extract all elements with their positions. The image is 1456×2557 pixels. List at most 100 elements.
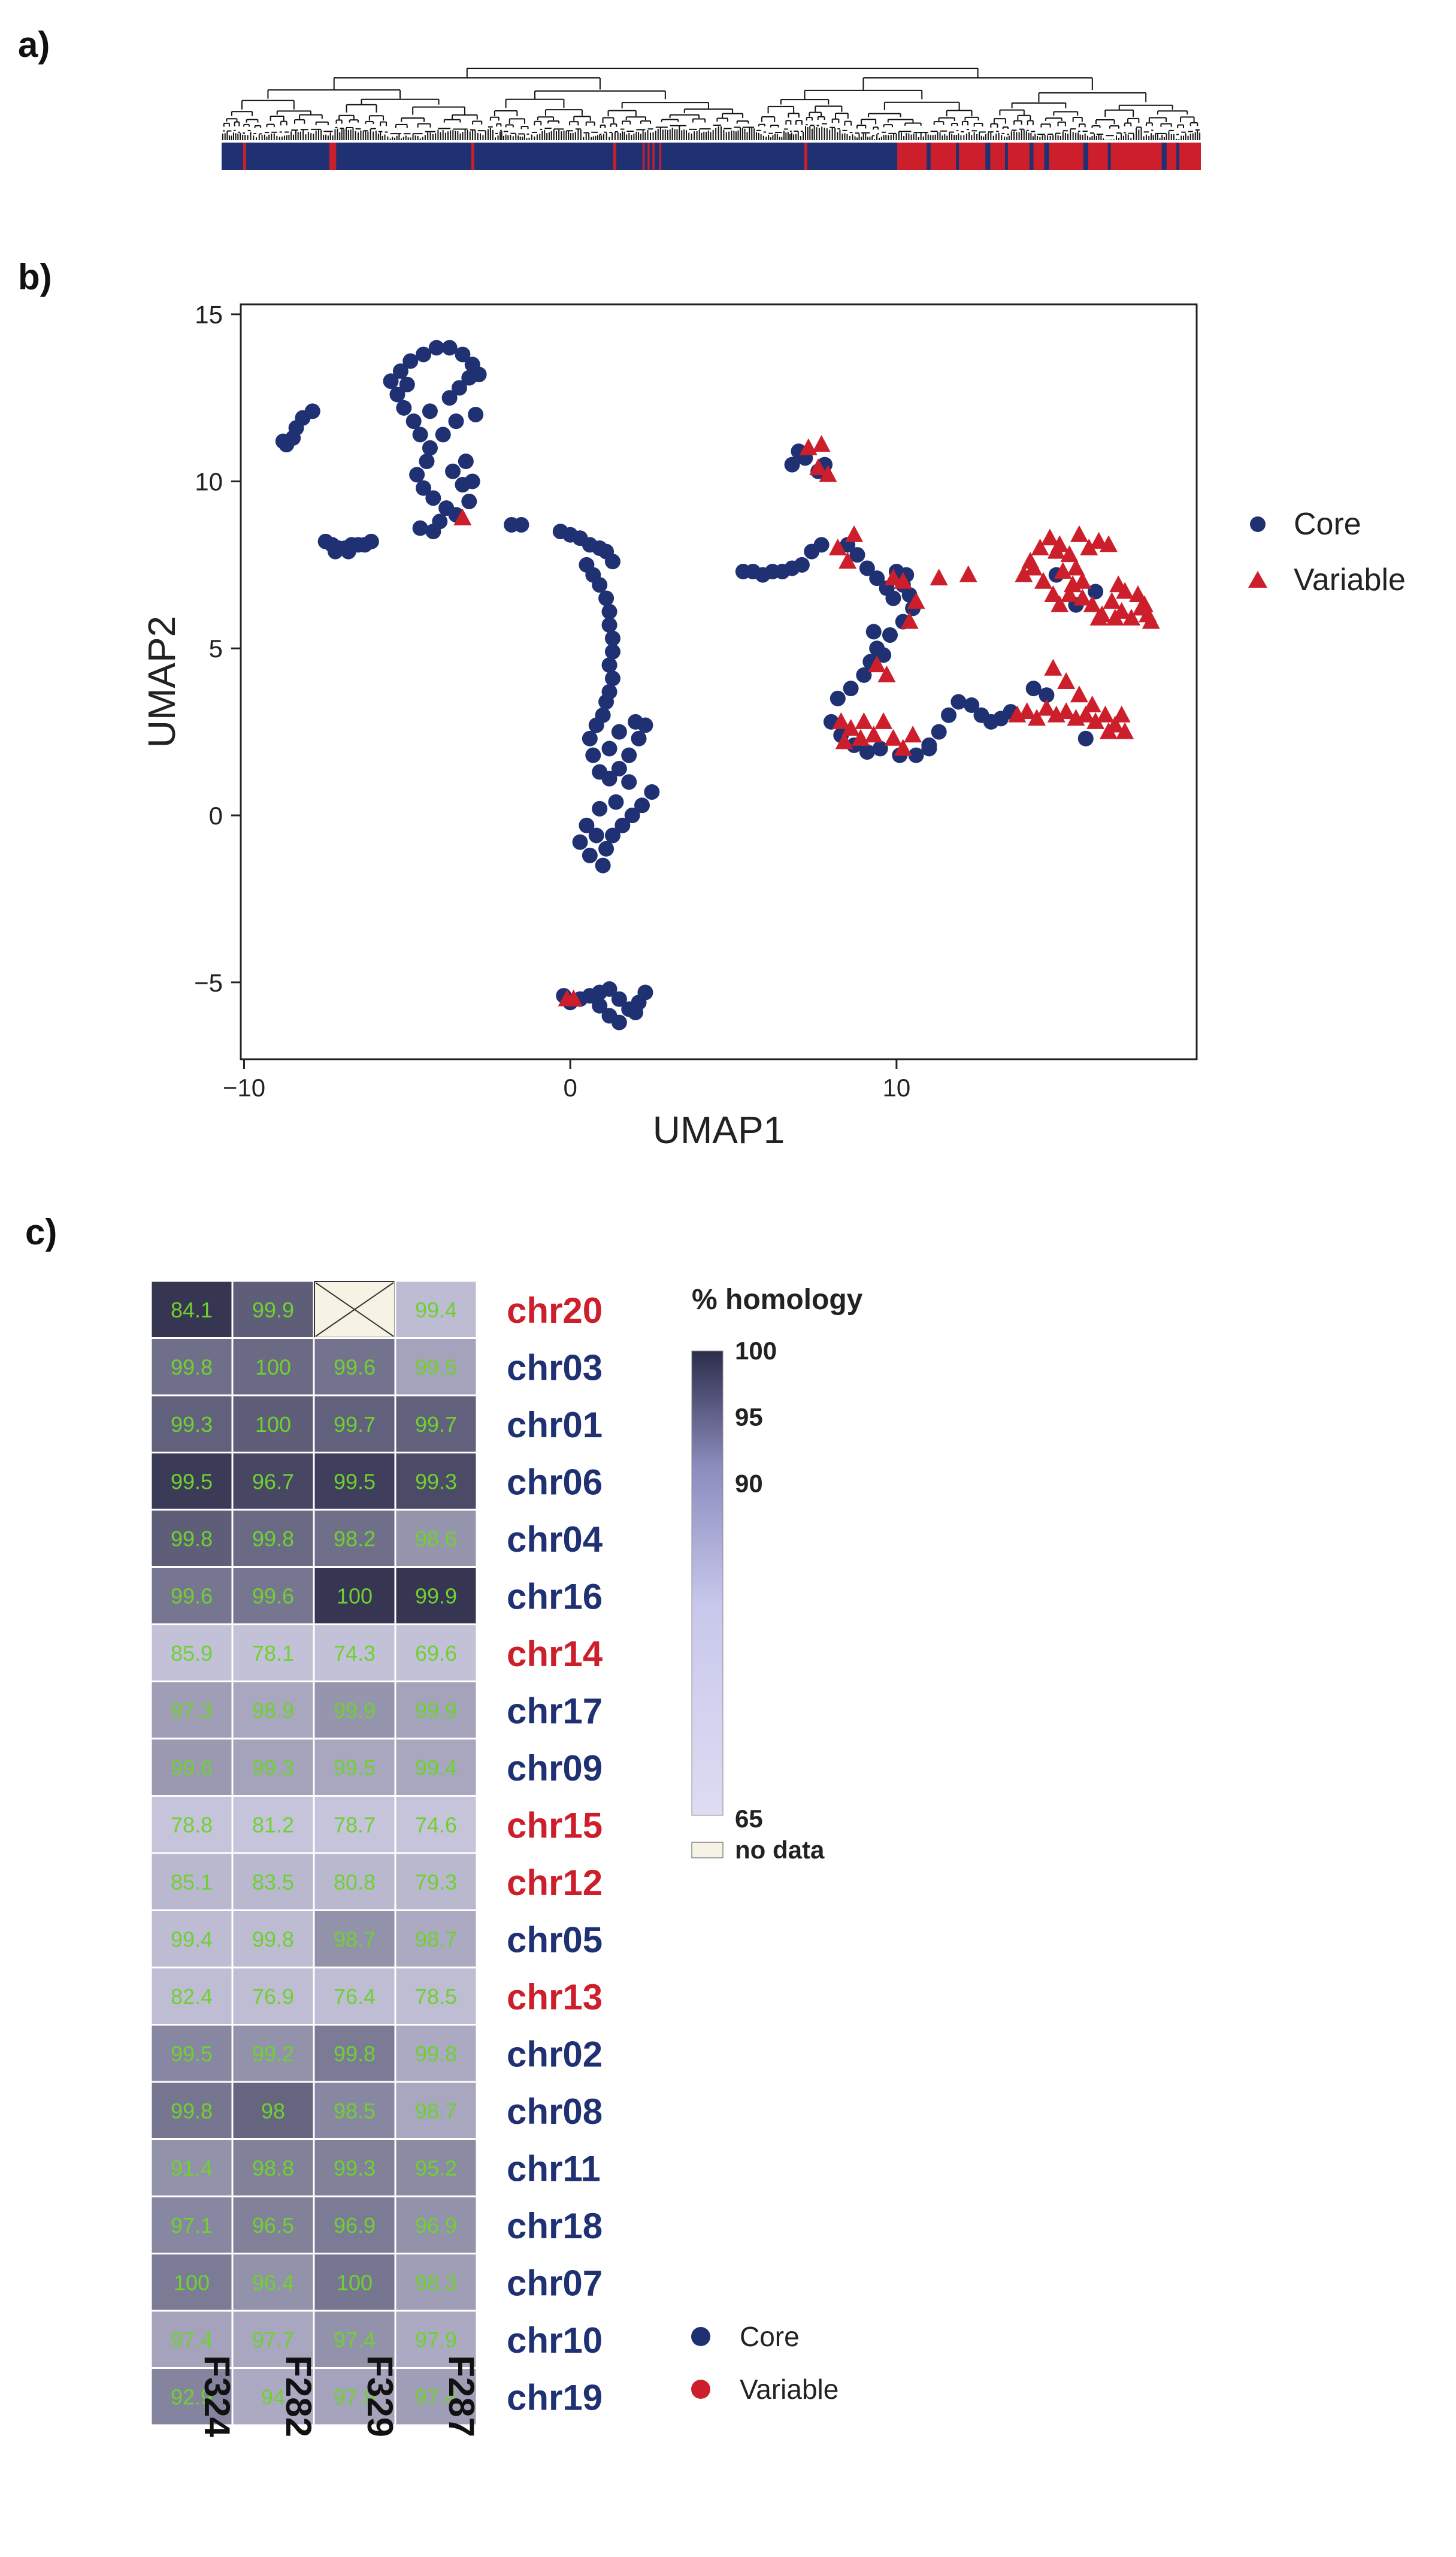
heatmap-cell-value: 74.6 bbox=[415, 1812, 457, 1837]
heatmap-cell-value: 99.3 bbox=[252, 1755, 294, 1780]
heatmap-cell-value: 99.3 bbox=[334, 2156, 376, 2180]
core-point bbox=[615, 817, 631, 833]
variable-point bbox=[904, 726, 922, 743]
heatmap-cell-value: 98.2 bbox=[334, 1527, 376, 1551]
heatmap-cell-value: 99.4 bbox=[415, 1755, 457, 1780]
heatmap-cell bbox=[394, 1909, 478, 1969]
core-point bbox=[885, 590, 901, 606]
x-axis-label: UMAP1 bbox=[653, 1108, 785, 1144]
core-point bbox=[409, 467, 425, 483]
core-point bbox=[621, 774, 637, 790]
variable-point bbox=[1044, 658, 1063, 676]
variable-point bbox=[1099, 722, 1118, 739]
heatmap-cell-value: 81.2 bbox=[252, 1812, 294, 1837]
core-point bbox=[628, 1004, 644, 1020]
x-tick-label: 0 bbox=[563, 1074, 577, 1102]
class-bar-variable-segment bbox=[652, 143, 655, 170]
core-point bbox=[872, 740, 888, 757]
core-point bbox=[941, 707, 957, 723]
variable-point bbox=[1073, 588, 1092, 606]
class-bar-variable-segment bbox=[897, 143, 1045, 170]
class-bar-variable-segment bbox=[643, 143, 645, 170]
variable-point bbox=[1057, 702, 1076, 720]
class-bar-variable-segment bbox=[647, 143, 650, 170]
variable-point bbox=[894, 572, 912, 589]
heatmap-cell bbox=[313, 1566, 396, 1625]
row-label-chr12: chr12 bbox=[507, 1863, 603, 1903]
heatmap-cell-value: 99.3 bbox=[415, 1469, 457, 1494]
legend-core-label: Core bbox=[1294, 507, 1361, 542]
colorbar-tick-label: 90 bbox=[735, 1469, 763, 1497]
heatmap-cell-value: 91.4 bbox=[171, 2156, 213, 2180]
variable-point bbox=[1070, 525, 1088, 542]
variable-point bbox=[851, 729, 870, 746]
heatmap-cell bbox=[231, 2138, 315, 2198]
core-point bbox=[604, 630, 620, 646]
variable-point bbox=[819, 465, 837, 482]
class-bar-core-segment bbox=[985, 143, 991, 170]
heatmap-cell-value: 99.8 bbox=[252, 1527, 294, 1551]
colorbar-tick-label: 100 bbox=[735, 1337, 777, 1365]
variable-point bbox=[1060, 545, 1079, 563]
variable-point bbox=[1076, 705, 1095, 723]
core-point bbox=[601, 740, 617, 757]
core-point bbox=[601, 657, 617, 673]
variable-point bbox=[1037, 699, 1056, 716]
variable-point bbox=[1089, 531, 1108, 549]
core-point bbox=[859, 560, 875, 576]
panel-label-b: b) bbox=[18, 257, 52, 297]
heatmap-cell-value: 97.4 bbox=[415, 2384, 457, 2409]
legend-variable-marker bbox=[1248, 571, 1267, 588]
class-bar-core-segment bbox=[1005, 143, 1008, 170]
row-label-chr10: chr10 bbox=[507, 2320, 603, 2360]
core-point bbox=[468, 406, 484, 422]
row-label-chr15: chr15 bbox=[507, 1805, 603, 1845]
variable-point bbox=[1031, 538, 1049, 555]
variable-point bbox=[1086, 712, 1105, 729]
heatmap-cell bbox=[394, 1737, 478, 1797]
row-label-chr01: chr01 bbox=[507, 1405, 603, 1445]
core-point bbox=[392, 363, 408, 379]
variable-point bbox=[894, 739, 912, 756]
core-point bbox=[601, 770, 617, 787]
heatmap-cell-value: 82.4 bbox=[171, 1984, 213, 2009]
heatmap-cell-value: 99.9 bbox=[415, 1583, 457, 1608]
dendrogram bbox=[222, 68, 1201, 170]
heatmap-cell-value: 96.4 bbox=[252, 2270, 294, 2295]
y-tick-label: −5 bbox=[194, 969, 223, 997]
variable-point bbox=[828, 538, 847, 555]
heatmap-cell bbox=[394, 2253, 478, 2312]
y-tick-label: 0 bbox=[209, 802, 223, 830]
core-point bbox=[340, 543, 356, 560]
heatmap-cell-value: 99.5 bbox=[415, 1355, 457, 1379]
row-label-chr03: chr03 bbox=[507, 1347, 603, 1388]
heatmap-cell bbox=[313, 2253, 396, 2312]
group-legend-core-label: Core bbox=[740, 2321, 800, 2352]
core-point bbox=[604, 554, 620, 570]
variable-point bbox=[1060, 585, 1079, 603]
core-point bbox=[604, 670, 620, 687]
core-point bbox=[611, 760, 627, 776]
heatmap-cell bbox=[313, 1394, 396, 1453]
class-bar-variable-segment bbox=[1049, 143, 1083, 170]
dendrogram-tree bbox=[222, 68, 1201, 140]
heatmap-cell-value: 99.8 bbox=[171, 2099, 213, 2123]
class-bar-variable-segment bbox=[1088, 143, 1162, 170]
heatmap-cell-value: 78.5 bbox=[415, 1984, 457, 2009]
heatmap-cell-value: 98.7 bbox=[334, 1927, 376, 1951]
variable-point bbox=[839, 552, 857, 569]
core-point bbox=[582, 730, 598, 746]
core-point bbox=[422, 440, 438, 456]
row-label-chr18: chr18 bbox=[507, 2206, 603, 2246]
class-bar-variable-segment bbox=[329, 143, 332, 170]
heatmap-cell bbox=[394, 2138, 478, 2198]
variable-point bbox=[900, 612, 919, 629]
variable-point bbox=[877, 665, 896, 682]
heatmap-cell bbox=[231, 1966, 315, 2026]
row-label-chr05: chr05 bbox=[507, 1920, 603, 1960]
heatmap-cell bbox=[394, 1966, 478, 2026]
class-bar-core-segment bbox=[1176, 143, 1180, 170]
heatmap-cell-value: 98 bbox=[261, 2099, 285, 2123]
variable-point bbox=[1015, 565, 1033, 582]
core-point bbox=[445, 463, 461, 479]
